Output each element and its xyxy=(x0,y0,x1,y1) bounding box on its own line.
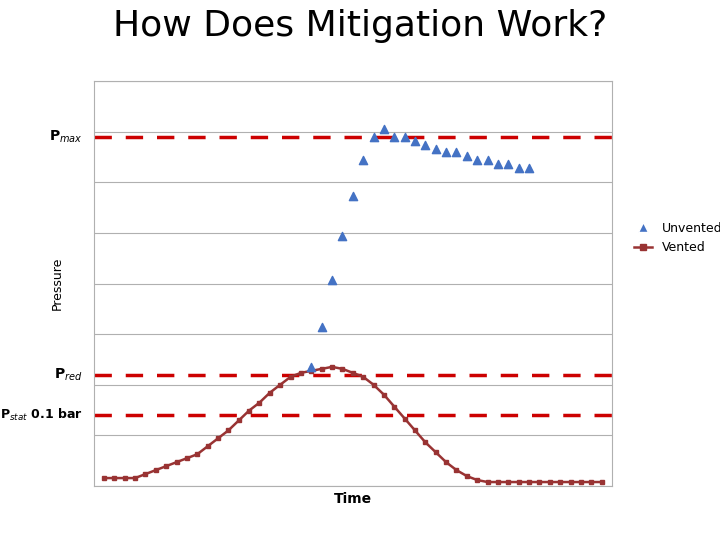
Point xyxy=(503,160,514,168)
Point xyxy=(430,144,441,153)
Point xyxy=(409,136,420,145)
Point xyxy=(482,156,493,165)
Text: P$_{stat}$ 0.1 bar: P$_{stat}$ 0.1 bar xyxy=(0,407,83,423)
Point xyxy=(441,148,452,157)
Point xyxy=(316,323,328,332)
Point xyxy=(420,140,431,149)
Point xyxy=(378,124,390,133)
Point xyxy=(523,164,535,173)
Point xyxy=(461,152,472,161)
Point xyxy=(357,156,369,165)
Text: How Does Mitigation Work?: How Does Mitigation Work? xyxy=(113,9,607,43)
Point xyxy=(513,164,524,173)
Point xyxy=(472,156,483,165)
Point xyxy=(389,132,400,141)
Point xyxy=(492,160,504,168)
X-axis label: Time: Time xyxy=(334,491,372,505)
Point xyxy=(347,192,359,200)
Point xyxy=(305,362,317,371)
Text: Pressure: Pressure xyxy=(51,257,64,310)
Text: P$_{max}$: P$_{max}$ xyxy=(49,129,83,145)
Point xyxy=(399,132,410,141)
Point xyxy=(451,148,462,157)
Text: P$_{red}$: P$_{red}$ xyxy=(54,367,83,383)
Point xyxy=(337,232,348,240)
Legend: Unvented, Vented: Unvented, Vented xyxy=(629,217,720,259)
Point xyxy=(368,132,379,141)
Point xyxy=(326,275,338,284)
